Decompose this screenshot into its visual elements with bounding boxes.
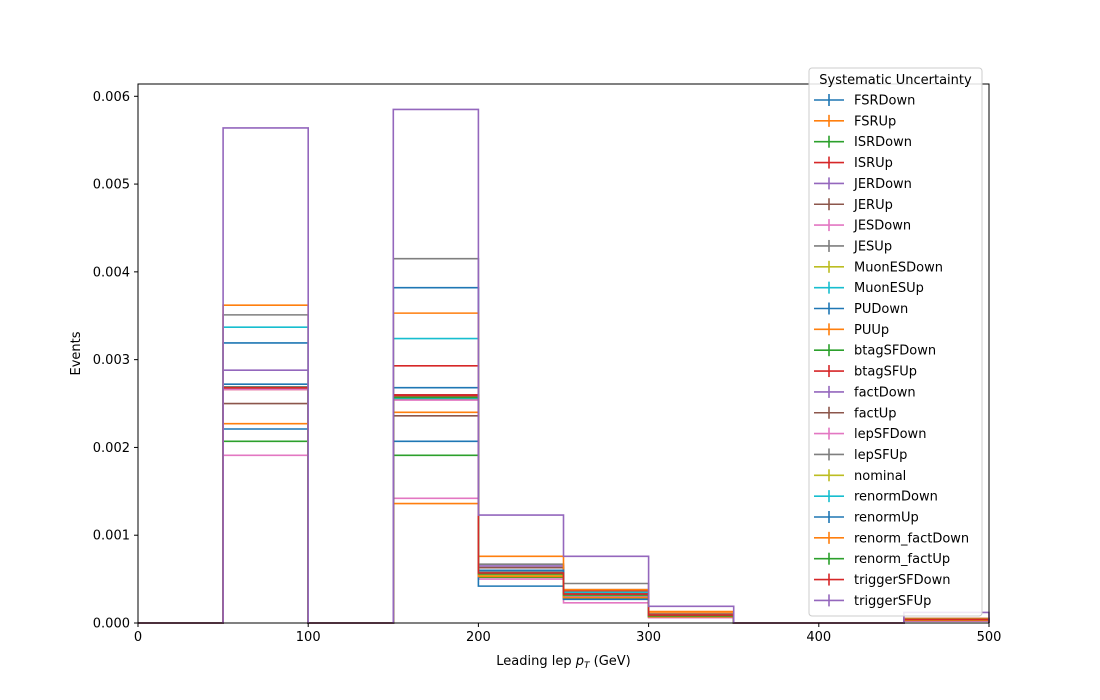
- x-axis-label-prefix: Leading lep: [496, 654, 575, 669]
- legend-label: triggerSFUp: [854, 594, 931, 609]
- legend-label: JESDown: [853, 219, 911, 234]
- plot-area-frame: [137, 83, 990, 624]
- y-tick-label: 0.001: [93, 529, 130, 544]
- legend-item: btagSFUp: [814, 365, 917, 380]
- x-tick-label: 100: [296, 630, 321, 645]
- legend-item: nominal: [814, 469, 906, 484]
- legend-label: ISRDown: [854, 135, 912, 150]
- legend-label: JERDown: [853, 177, 912, 192]
- x-tick-label: 200: [466, 630, 491, 645]
- legend-label: PUUp: [854, 323, 889, 338]
- legend-item: renormDown: [814, 490, 938, 505]
- legend-item: PUUp: [814, 323, 889, 338]
- legend-label: triggerSFDown: [854, 573, 950, 588]
- legend-item: FSRUp: [814, 114, 896, 129]
- legend-item: btagSFDown: [814, 344, 936, 359]
- x-tick-label: 400: [806, 630, 831, 645]
- legend-label: FSRDown: [854, 94, 915, 109]
- y-tick-label: 0.004: [93, 265, 130, 280]
- x-tick-label: 0: [134, 630, 142, 645]
- legend-item: renorm_factUp: [814, 552, 950, 567]
- ticks-layer: 0 100 200 300 400 500 0.000 0.001 0.002 0.003 0.00…: [93, 90, 1002, 645]
- legend-item: ISRDown: [814, 135, 912, 150]
- legend-item: MuonESDown: [814, 260, 943, 275]
- x-axis-label: Leading lep pT (GeV): [496, 654, 630, 671]
- legend-item: MuonESUp: [814, 281, 924, 296]
- legend-label: ISRUp: [854, 156, 893, 171]
- legend-label: renormDown: [854, 490, 938, 505]
- legend-item: triggerSFUp: [814, 594, 931, 609]
- legend-item: PUDown: [814, 302, 908, 317]
- legend-item: JERUp: [814, 198, 893, 213]
- legend-item: factDown: [814, 385, 916, 400]
- x-axis-label-suffix: (GeV): [589, 654, 630, 669]
- legend-item: triggerSFDown: [814, 573, 950, 588]
- legend-label: btagSFDown: [854, 344, 936, 359]
- legend-item: JESDown: [814, 219, 911, 234]
- legend-item: renormUp: [814, 511, 919, 526]
- x-tick-label: 300: [636, 630, 661, 645]
- x-axis-label-sub: T: [584, 661, 591, 671]
- legend-label: btagSFUp: [854, 365, 917, 380]
- legend-label: factUp: [854, 406, 897, 421]
- legend-label: PUDown: [854, 302, 908, 317]
- legend-label: MuonESDown: [854, 260, 943, 275]
- legend-label: nominal: [854, 469, 906, 484]
- legend-item: renorm_factDown: [814, 531, 969, 546]
- legend-title: Systematic Uncertainty: [819, 73, 972, 88]
- legend-label: renorm_factUp: [854, 552, 950, 567]
- legend: Systematic Uncertainty FSRDown FSRUp ISRDow…: [808, 67, 983, 617]
- legend-item: JERDown: [814, 177, 912, 192]
- y-tick-label: 0.002: [93, 441, 130, 456]
- legend-label: lepSFDown: [854, 427, 926, 442]
- legend-label: renormUp: [854, 511, 919, 526]
- legend-label: FSRUp: [854, 114, 896, 129]
- legend-label: MuonESUp: [854, 281, 924, 296]
- legend-item: ISRUp: [814, 156, 893, 171]
- x-tick-label: 500: [977, 630, 1002, 645]
- legend-label: JERUp: [853, 198, 893, 213]
- legend-box: [808, 67, 983, 617]
- y-tick-label: 0.005: [93, 178, 130, 193]
- legend-item: lepSFUp: [814, 448, 907, 463]
- legend-label: lepSFUp: [854, 448, 907, 463]
- y-tick-label: 0.006: [93, 90, 130, 105]
- legend-item: lepSFDown: [814, 427, 926, 442]
- legend-label: factDown: [854, 385, 916, 400]
- y-tick-label: 0.003: [93, 353, 130, 368]
- y-tick-label: 0.000: [93, 617, 130, 632]
- legend-item: factUp: [814, 406, 897, 421]
- x-axis-label-var: p: [575, 654, 584, 669]
- legend-item: JESUp: [814, 239, 892, 254]
- legend-label: renorm_factDown: [854, 531, 969, 546]
- legend-label: JESUp: [853, 239, 892, 254]
- legend-item: FSRDown: [814, 94, 915, 109]
- y-axis-label: Events: [69, 331, 84, 375]
